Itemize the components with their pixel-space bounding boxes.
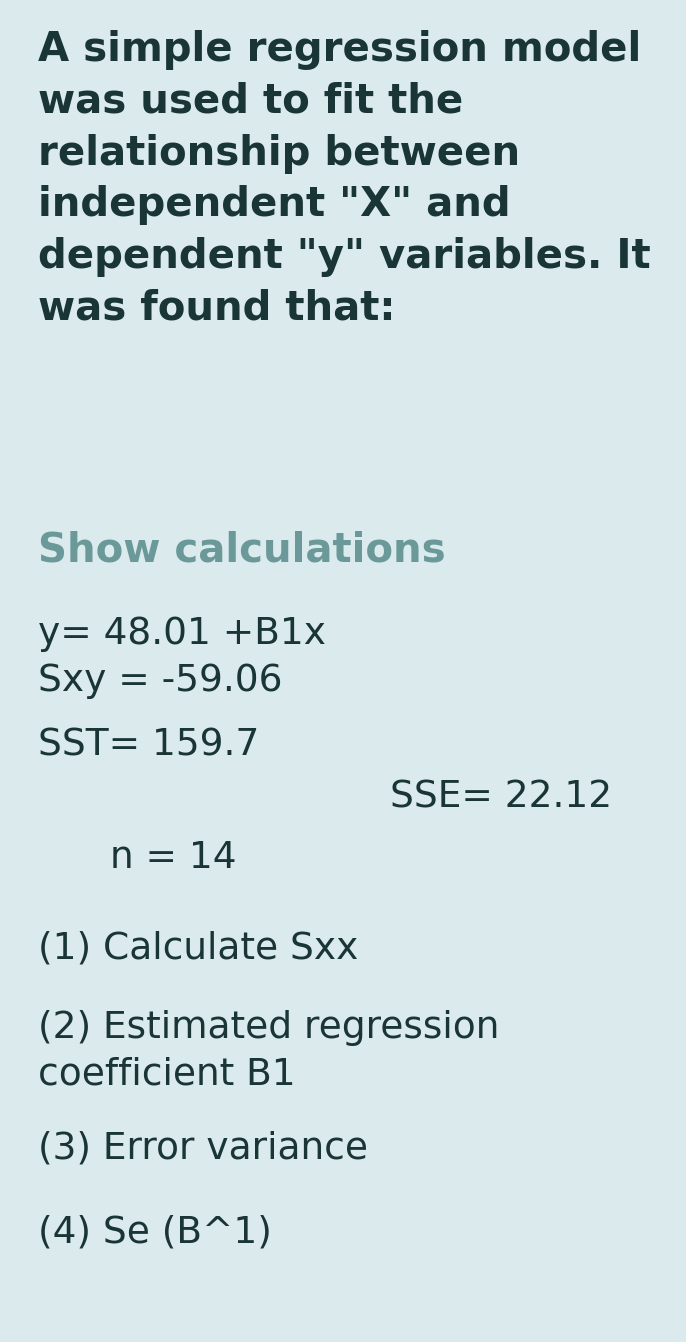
Text: Show calculations: Show calculations bbox=[38, 530, 446, 570]
Text: SSE= 22.12: SSE= 22.12 bbox=[390, 780, 612, 816]
Text: (2) Estimated regression
coefficient B1: (2) Estimated regression coefficient B1 bbox=[38, 1011, 499, 1092]
Text: Sxy = -59.06: Sxy = -59.06 bbox=[38, 663, 283, 699]
Text: (1) Calculate Sxx: (1) Calculate Sxx bbox=[38, 930, 358, 966]
Text: (3) Error variance: (3) Error variance bbox=[38, 1130, 368, 1166]
Text: A simple regression model
was used to fit the
relationship between
independent ": A simple regression model was used to fi… bbox=[38, 30, 650, 329]
Text: n = 14: n = 14 bbox=[110, 840, 237, 876]
Text: (4) Se (B^1): (4) Se (B^1) bbox=[38, 1215, 272, 1251]
Text: y= 48.01 +B1x: y= 48.01 +B1x bbox=[38, 616, 326, 652]
Text: SST= 159.7: SST= 159.7 bbox=[38, 727, 259, 764]
